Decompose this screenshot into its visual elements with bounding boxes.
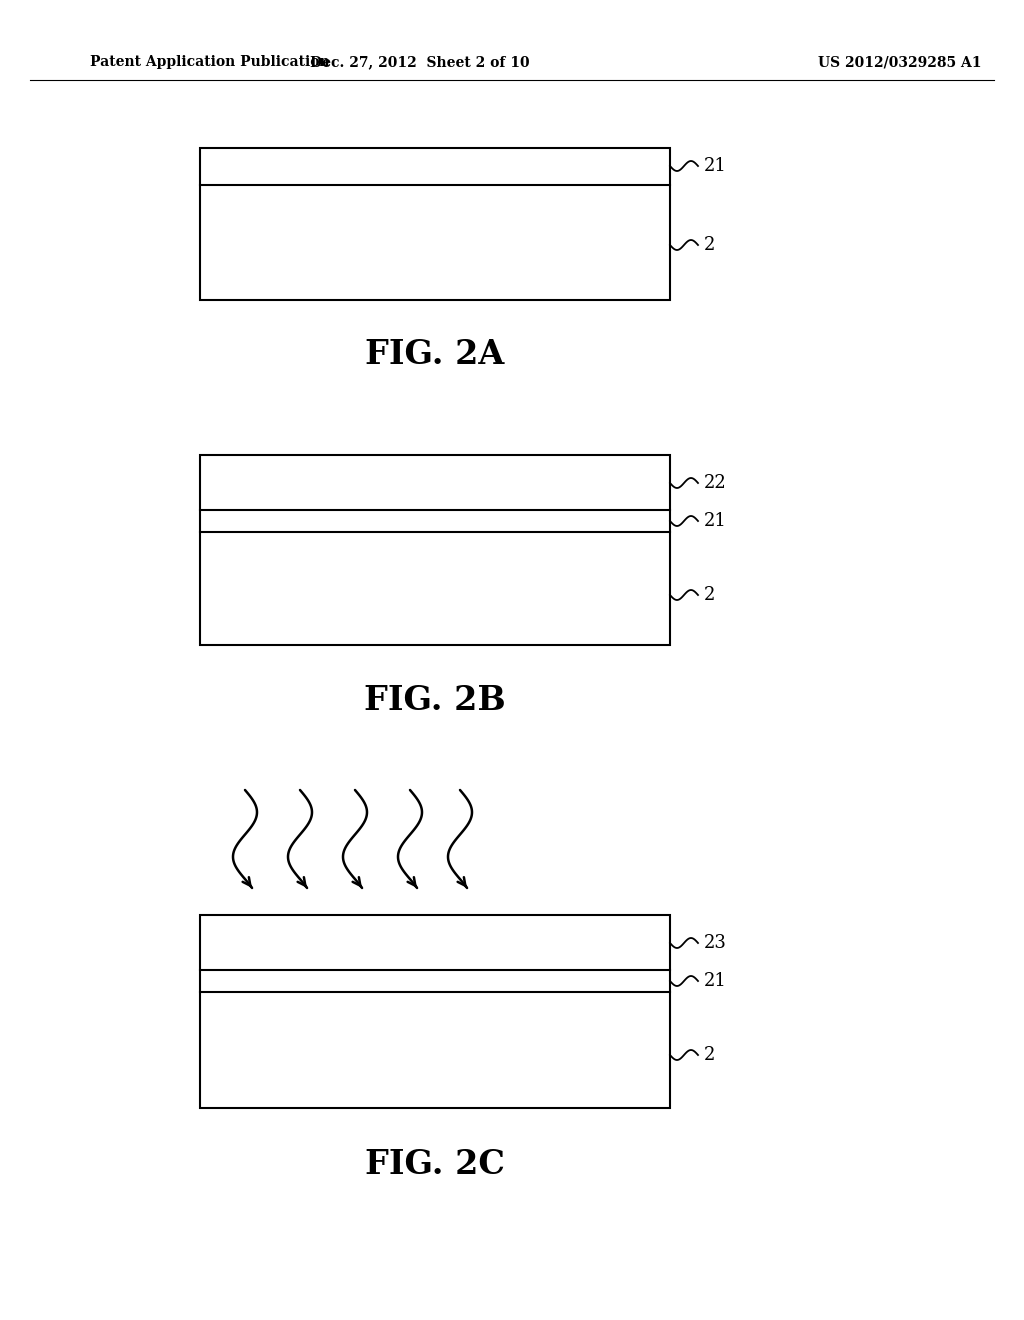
Bar bbox=[200, 915, 670, 1107]
Text: FIG. 2B: FIG. 2B bbox=[365, 684, 506, 717]
Bar bbox=[200, 455, 670, 645]
Text: 21: 21 bbox=[705, 157, 727, 176]
Text: FIG. 2C: FIG. 2C bbox=[366, 1148, 505, 1181]
Text: Patent Application Publication: Patent Application Publication bbox=[90, 55, 330, 69]
Text: 2: 2 bbox=[705, 236, 716, 253]
Text: 21: 21 bbox=[705, 972, 727, 990]
Text: 2: 2 bbox=[705, 1045, 716, 1064]
Text: 21: 21 bbox=[705, 512, 727, 531]
Text: Dec. 27, 2012  Sheet 2 of 10: Dec. 27, 2012 Sheet 2 of 10 bbox=[310, 55, 529, 69]
Text: FIG. 2A: FIG. 2A bbox=[366, 338, 505, 371]
Text: 2: 2 bbox=[705, 586, 716, 605]
Bar bbox=[200, 148, 670, 300]
Text: 23: 23 bbox=[705, 935, 727, 952]
Text: US 2012/0329285 A1: US 2012/0329285 A1 bbox=[818, 55, 982, 69]
Text: 22: 22 bbox=[705, 474, 727, 492]
